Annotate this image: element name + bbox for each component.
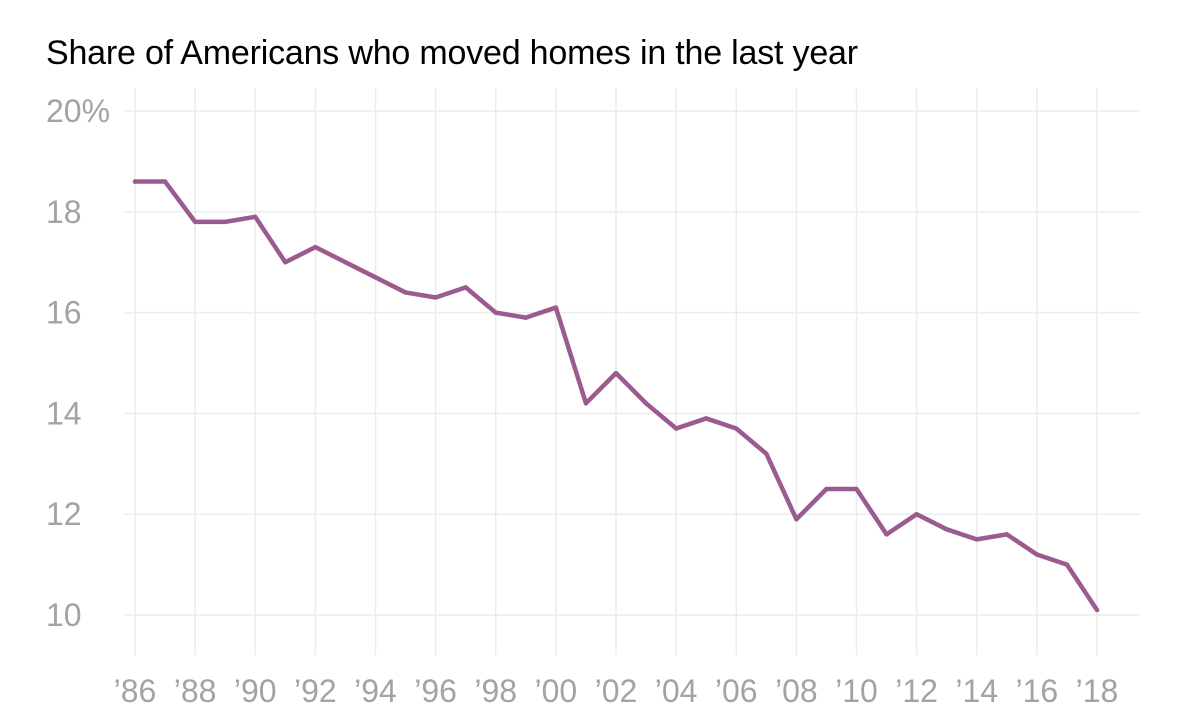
- data-point: [403, 290, 408, 295]
- x-tick-label: ’12: [895, 673, 938, 709]
- data-point: [794, 517, 799, 522]
- data-point: [643, 401, 649, 406]
- data-point: [1094, 607, 1100, 613]
- data-point: [613, 370, 619, 376]
- chart-title: Share of Americans who moved homes in th…: [46, 34, 858, 72]
- x-tick-label: ’08: [775, 673, 818, 709]
- data-point: [343, 260, 348, 265]
- data-point: [493, 310, 498, 315]
- data-point: [854, 486, 859, 492]
- data-point: [974, 537, 979, 542]
- data-point: [1064, 562, 1070, 567]
- data-point: [673, 426, 679, 431]
- x-tick-label: ’92: [294, 673, 337, 709]
- data-point: [433, 295, 438, 300]
- x-tick-label: ’02: [595, 673, 638, 709]
- data-point: [914, 512, 919, 517]
- x-tick-label: ’94: [354, 673, 397, 709]
- x-tick-label: ’14: [955, 673, 998, 709]
- data-point: [373, 275, 378, 280]
- x-tick-label: ’10: [835, 673, 878, 709]
- data-point: [703, 416, 709, 421]
- y-tick-label: 10: [46, 597, 82, 633]
- data-point: [553, 305, 559, 310]
- y-tick-label: 18: [46, 194, 82, 230]
- x-tick-label: ’16: [1016, 673, 1059, 709]
- grid-layer: [125, 88, 1140, 655]
- series-layer: [132, 179, 1100, 613]
- y-axis-tick-labels: 20% 18 16 14 12 10: [46, 93, 110, 633]
- data-point: [192, 219, 198, 225]
- x-tick-label: ’04: [655, 673, 698, 709]
- data-point: [253, 214, 258, 220]
- data-point: [313, 244, 318, 250]
- y-tick-label: 16: [46, 295, 82, 331]
- data-point: [764, 451, 769, 456]
- y-tick-label: 14: [46, 395, 82, 431]
- x-axis-tick-labels: ’86 ’88 ’90 ’92 ’94 ’96 ’98 ’00 ’02 ’04 ’06 ’08 ’10 ’…: [114, 673, 1119, 709]
- x-tick-label: ’86: [114, 673, 157, 709]
- data-point: [132, 179, 138, 184]
- data-point: [884, 532, 889, 537]
- x-tick-label: ’00: [535, 673, 578, 709]
- data-point: [1034, 552, 1040, 557]
- x-tick-label: ’18: [1076, 673, 1119, 709]
- data-point: [523, 315, 529, 320]
- x-tick-label: ’06: [715, 673, 758, 709]
- x-tick-label: ’96: [414, 673, 457, 709]
- data-point: [1004, 532, 1010, 537]
- data-point: [283, 260, 288, 265]
- x-tick-label: ’88: [174, 673, 217, 709]
- data-point: [222, 219, 228, 225]
- data-point: [944, 527, 949, 532]
- y-tick-label: 12: [46, 496, 82, 532]
- data-point: [162, 179, 168, 184]
- y-tick-label: 20%: [46, 93, 110, 129]
- data-point: [824, 486, 829, 492]
- data-point: [583, 401, 589, 406]
- data-point: [463, 285, 468, 290]
- x-tick-label: ’98: [474, 673, 517, 709]
- data-point: [734, 426, 739, 431]
- x-tick-label: ’90: [234, 673, 277, 709]
